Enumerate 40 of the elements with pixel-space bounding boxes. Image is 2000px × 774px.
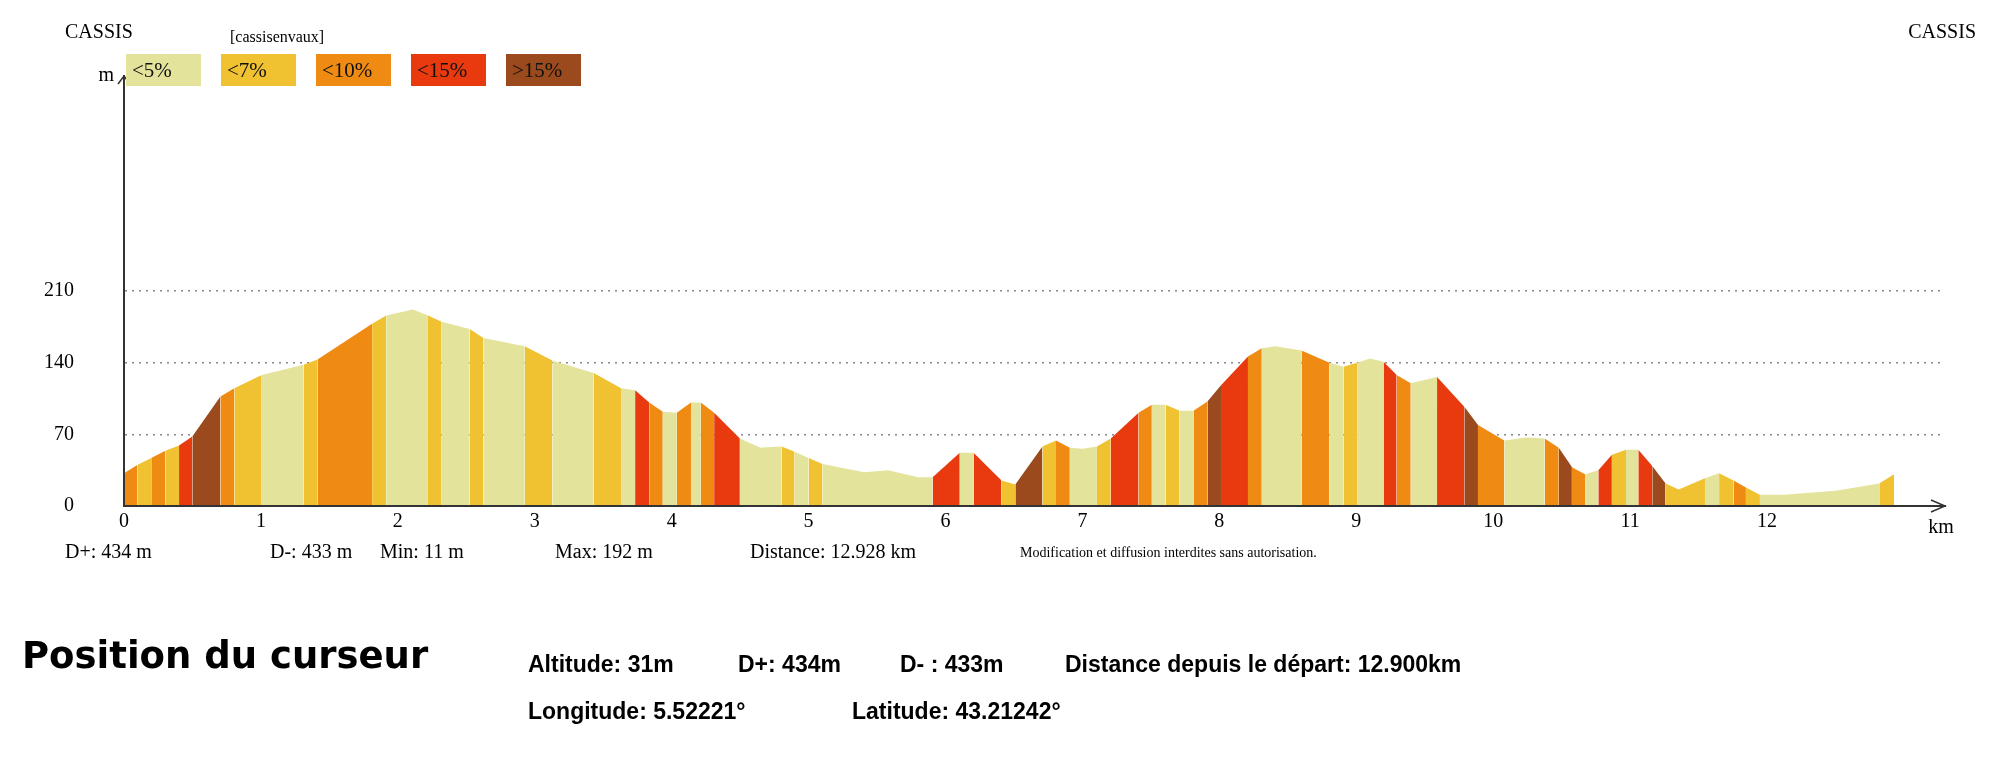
- text: Position du curseur: [22, 634, 429, 677]
- x-axis-title: km: [1928, 515, 1955, 538]
- text: >15%: [506, 54, 581, 86]
- text: CASSIS: [1908, 20, 1976, 43]
- text: [cassisenvaux]: [230, 28, 325, 46]
- text: <15%: [411, 54, 486, 86]
- y-tick-label: 70: [54, 421, 74, 444]
- text: D+: 434m: [738, 651, 841, 678]
- y-axis-title: m: [98, 63, 115, 86]
- x-tick-label: 9: [1351, 509, 1362, 532]
- text: Min: 11 m: [380, 540, 464, 563]
- x-tick-label: 0: [119, 509, 129, 532]
- text: Altitude: 31m: [528, 651, 674, 678]
- y-tick-label: 210: [44, 278, 74, 301]
- text: Distance depuis le départ: 12.900km: [1065, 651, 1462, 678]
- text: CASSIS: [65, 20, 133, 43]
- x-tick-label: 3: [529, 509, 540, 532]
- y-tick-label: 0: [64, 493, 74, 516]
- x-tick-label: 4: [666, 509, 677, 532]
- text: Distance: 12.928 km: [750, 540, 917, 563]
- x-tick-label: 6: [940, 509, 951, 532]
- text: D- : 433m: [900, 651, 1004, 678]
- text: Modification et diffusion interdites sans autorisation.: [1020, 545, 1317, 561]
- x-tick-label: 10: [1483, 509, 1504, 532]
- text: Longitude: 5.52221°: [528, 698, 746, 725]
- x-tick-label: 1: [255, 509, 266, 532]
- x-tick-label: 7: [1077, 509, 1088, 532]
- text: D+: 434 m: [65, 540, 152, 563]
- text: <10%: [316, 54, 391, 86]
- text: Latitude: 43.21242°: [852, 698, 1061, 725]
- x-tick-label: 5: [803, 509, 814, 532]
- text: <7%: [221, 54, 296, 86]
- x-tick-label: 8: [1214, 509, 1225, 532]
- text: Max: 192 m: [555, 540, 653, 563]
- text: D-: 433 m: [270, 540, 353, 563]
- x-tick-label: 2: [392, 509, 403, 532]
- x-tick-label: 12: [1757, 509, 1778, 532]
- x-tick-label: 11: [1620, 509, 1640, 532]
- text: <5%: [126, 54, 201, 86]
- y-tick-label: 140: [44, 349, 74, 372]
